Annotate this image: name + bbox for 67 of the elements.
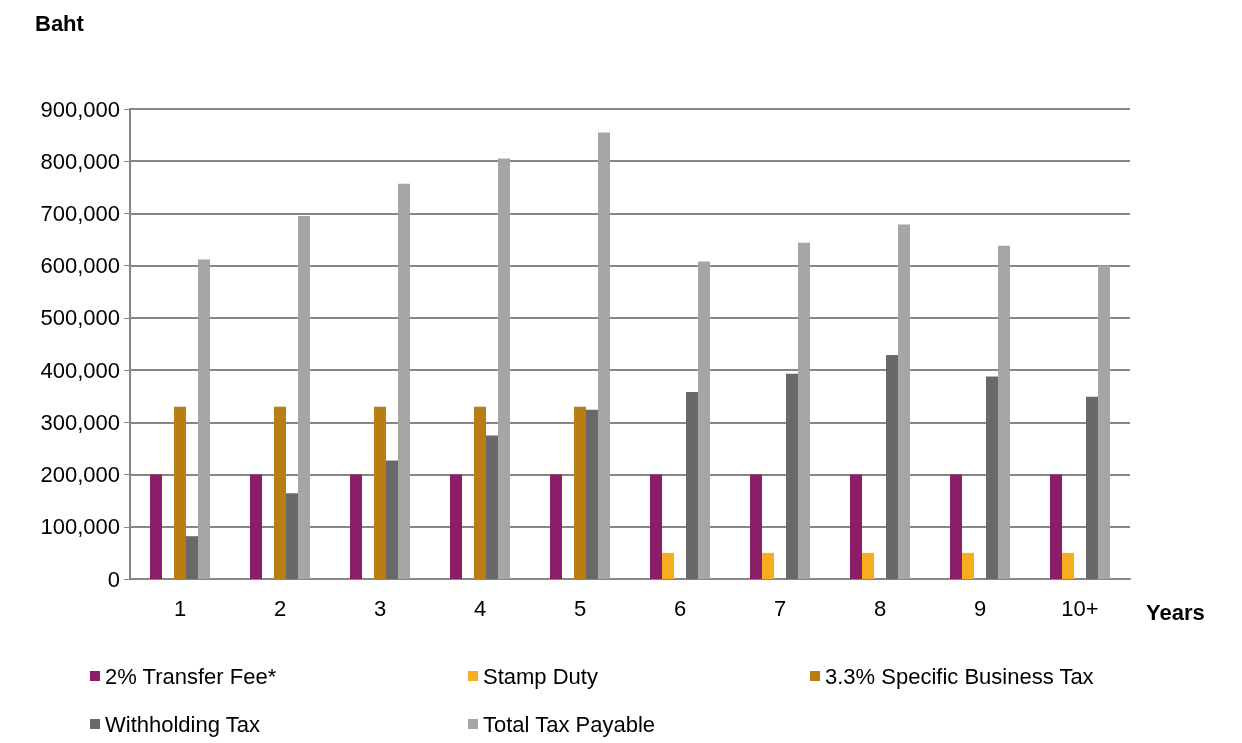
bar bbox=[398, 183, 410, 579]
bar bbox=[650, 474, 662, 579]
legend-label: Withholding Tax bbox=[105, 711, 260, 737]
legend-label: 3.3% Specific Business Tax bbox=[825, 663, 1094, 689]
legend-label: Stamp Duty bbox=[483, 663, 598, 689]
bar bbox=[998, 245, 1010, 579]
bar bbox=[298, 216, 310, 579]
bar bbox=[386, 460, 398, 579]
x-tick-label: 6 bbox=[673, 595, 687, 621]
bar bbox=[786, 373, 798, 579]
y-tick-label: 500,000 bbox=[40, 305, 120, 331]
bar bbox=[486, 435, 498, 579]
bar bbox=[186, 536, 198, 579]
bar bbox=[798, 242, 810, 579]
bar bbox=[762, 552, 774, 579]
legend-label: Total Tax Payable bbox=[483, 711, 656, 737]
y-axis-title: Baht bbox=[35, 10, 85, 36]
x-tick-label: 10+ bbox=[1061, 595, 1099, 621]
bar bbox=[274, 406, 286, 579]
bar bbox=[550, 474, 562, 579]
x-tick-label: 8 bbox=[873, 595, 887, 621]
x-tick-label: 4 bbox=[473, 595, 487, 621]
bar bbox=[986, 376, 998, 579]
y-tick-label: 400,000 bbox=[40, 357, 120, 383]
y-tick-label: 900,000 bbox=[40, 96, 120, 122]
bar bbox=[174, 406, 186, 579]
bar bbox=[374, 406, 386, 579]
bar bbox=[898, 224, 910, 579]
y-tick-label: 0 bbox=[107, 566, 120, 592]
bar bbox=[286, 493, 298, 579]
bar bbox=[686, 392, 698, 579]
bar bbox=[598, 132, 610, 579]
x-tick-label: 7 bbox=[773, 595, 787, 621]
legend-label: 2% Transfer Fee* bbox=[105, 663, 277, 689]
bar bbox=[574, 406, 586, 579]
x-tick-label: 5 bbox=[573, 595, 587, 621]
bar bbox=[850, 474, 862, 579]
y-tick-label: 600,000 bbox=[40, 253, 120, 279]
bar bbox=[1050, 474, 1062, 579]
x-tick-label: 1 bbox=[173, 595, 187, 621]
bar bbox=[250, 474, 262, 579]
bar bbox=[950, 474, 962, 579]
bar bbox=[886, 354, 898, 579]
x-axis-title: Years bbox=[1146, 599, 1205, 625]
bar bbox=[350, 474, 362, 579]
bar bbox=[150, 474, 162, 579]
bar bbox=[1086, 396, 1098, 579]
y-tick-label: 200,000 bbox=[40, 462, 120, 488]
bar bbox=[450, 474, 462, 579]
bar bbox=[662, 552, 674, 579]
bar bbox=[498, 158, 510, 579]
bar bbox=[586, 409, 598, 579]
x-tick-label: 2 bbox=[273, 595, 287, 621]
bar bbox=[698, 261, 710, 579]
bar bbox=[474, 406, 486, 579]
bar bbox=[198, 259, 210, 579]
y-tick-label: 800,000 bbox=[40, 148, 120, 174]
bar bbox=[862, 552, 874, 579]
bar bbox=[1098, 265, 1110, 579]
y-tick-label: 700,000 bbox=[40, 200, 120, 226]
bar bbox=[962, 552, 974, 579]
y-tick-label: 300,000 bbox=[40, 409, 120, 435]
x-tick-label: 9 bbox=[973, 595, 987, 621]
y-tick-label: 100,000 bbox=[40, 514, 120, 540]
x-tick-label: 3 bbox=[373, 595, 387, 621]
bar bbox=[1062, 552, 1074, 579]
bar bbox=[750, 474, 762, 579]
